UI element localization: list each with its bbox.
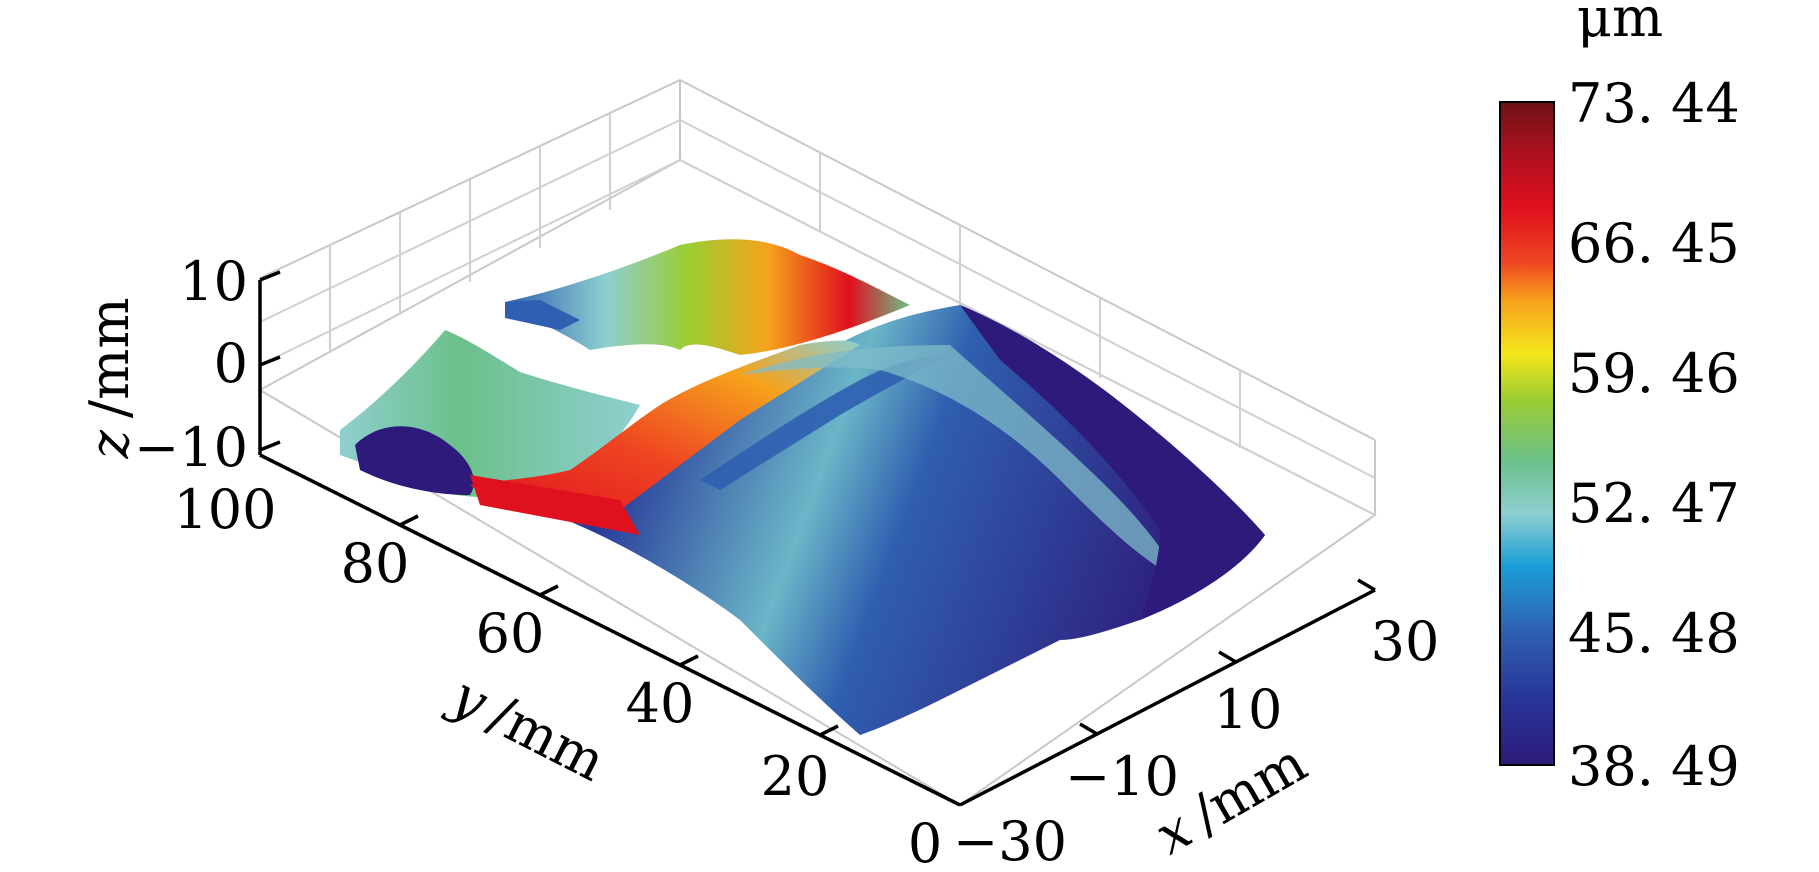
y-tick-label: 20 [761, 745, 830, 808]
colorbar-tick-label: 66. 45 [1568, 212, 1740, 275]
z-axis: 10 0 −10 z /mm [78, 250, 281, 479]
colorbar: μm 73. 44 66. 45 59. 46 52. 47 45. 48 38… [1499, 0, 1740, 798]
z-tick-label: −10 [134, 416, 248, 479]
x-tick-label: −10 [1065, 745, 1179, 808]
x-axis: −30 −10 10 30 x /mm [953, 578, 1440, 872]
z-axis-label-var: z [78, 430, 141, 460]
z-tick-label: 10 [179, 250, 248, 313]
surface-red-band [470, 340, 860, 517]
z-axis-label-unit: /mm [78, 297, 141, 418]
x-tick-label: 30 [1371, 610, 1440, 673]
y-tick-label: 0 [908, 812, 942, 872]
plot-box [257, 79, 1377, 807]
colorbar-gradient [1499, 101, 1555, 766]
surface-red-stripe [470, 475, 640, 535]
x-axis-label-unit: /mm [1181, 731, 1317, 846]
z-tick-label: 0 [214, 332, 248, 395]
surface-back-tip [505, 300, 580, 330]
y-axis-label-unit: /mm [479, 683, 615, 794]
svg-text:z /mm: z /mm [78, 297, 141, 459]
surface [340, 239, 1265, 735]
colorbar-tick-label: 73. 44 [1568, 72, 1740, 135]
svg-text:y /mm: y /mm [440, 663, 616, 794]
colorbar-tick-label: 59. 46 [1568, 342, 1740, 405]
y-tick-label: 80 [341, 532, 410, 595]
surface-yellow-streak [700, 355, 950, 490]
surface-back-lobe [505, 239, 910, 355]
colorbar-tick-label: 38. 49 [1568, 735, 1740, 798]
surface-dark-edge [960, 305, 1265, 620]
colorbar-tick-label: 52. 47 [1568, 472, 1740, 535]
y-tick-label: 60 [476, 602, 545, 665]
y-tick-label: 100 [173, 478, 276, 541]
x-tick-label: 10 [1214, 678, 1283, 741]
surface-left-dark [355, 426, 474, 495]
y-tick-label: 40 [626, 672, 695, 735]
colorbar-unit: μm [1577, 0, 1663, 49]
surface-ridge [740, 345, 1180, 580]
colorbar-tick-label: 45. 48 [1568, 602, 1740, 665]
x-tick-label: −30 [953, 810, 1067, 872]
